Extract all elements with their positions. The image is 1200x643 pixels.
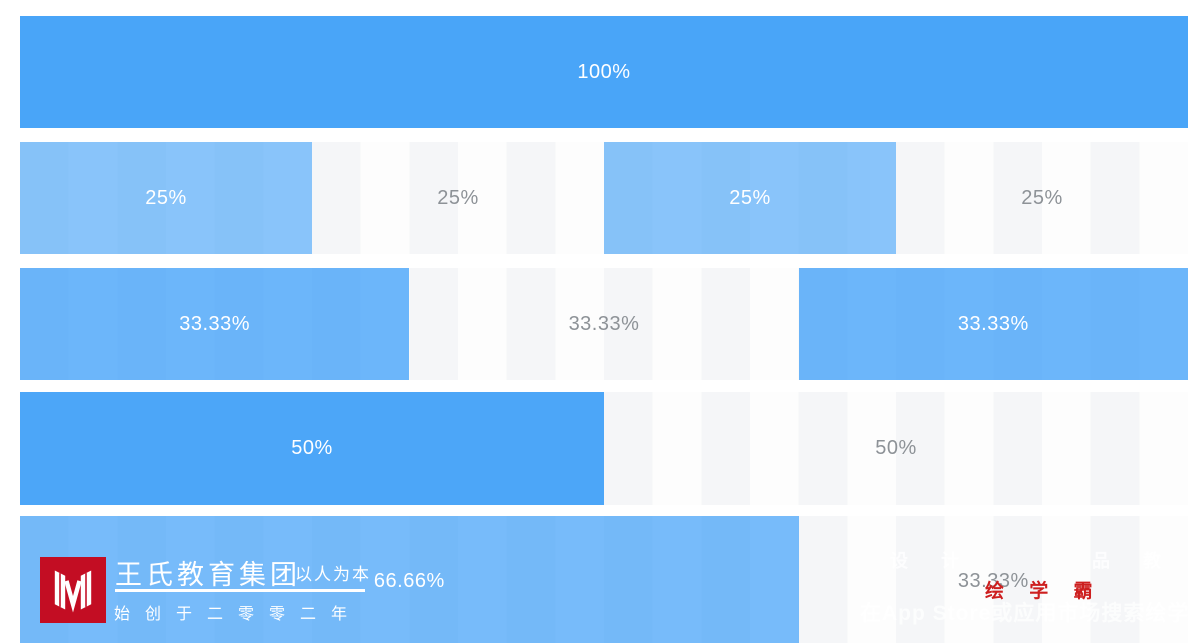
bar-width-label: 25%: [145, 186, 187, 209]
brand-slogan: 以人为本: [295, 565, 371, 584]
bar-width-label: 100%: [577, 60, 631, 83]
empty-width-label: 33.33%: [568, 312, 640, 335]
grid-row-100: 100%: [20, 16, 1188, 128]
percentage-bar-25-second: 25%: [604, 142, 896, 254]
brand-divider: [115, 589, 365, 592]
bar-width-label: 25%: [729, 186, 771, 209]
empty-segment-25: 25%: [896, 142, 1188, 254]
percentage-bar-100: 100%: [20, 16, 1188, 128]
percentage-bar-33-first: 33.33%: [20, 268, 410, 380]
empty-segment-25: 25%: [312, 142, 604, 254]
empty-segment-33: 33.33%: [409, 268, 798, 380]
watermark-fragment-left: 设 计: [890, 551, 974, 571]
empty-width-label: 25%: [437, 186, 479, 209]
watermark-fragment-right: 品 教: [1092, 551, 1176, 571]
grid-row-50: 50% 50%: [20, 392, 1188, 505]
empty-width-label: 25%: [1021, 186, 1063, 209]
watermark-app-name: 绘 学 霸: [985, 581, 1103, 602]
bar-width-label: 66.66%: [373, 569, 445, 592]
bar-width-label: 33.33%: [179, 312, 251, 335]
empty-width-label: 50%: [875, 437, 917, 459]
percentage-bar-50: 50%: [20, 392, 604, 505]
grid-row-33: 33.33% 33.33% 33.33%: [20, 268, 1188, 380]
brand-subtitle: 始创于二零零二年: [114, 606, 363, 623]
watermark-store-line: 在App Store或应用市场搜索绘学霸: [860, 602, 1200, 625]
brand-monogram-w-icon: [54, 570, 92, 613]
grid-row-25: 25% 25% 25% 25%: [20, 142, 1188, 254]
percentage-bar-25-first: 25%: [20, 142, 312, 254]
percentage-bar-66: 66.66%: [20, 516, 799, 643]
bar-width-label: 33.33%: [957, 312, 1029, 335]
grid-row-66: 66.66% 33.33%: [20, 516, 1188, 643]
bar-width-label: 50%: [291, 437, 333, 459]
percentage-bar-33-second: 33.33%: [798, 268, 1188, 380]
empty-segment-33: 33.33%: [799, 516, 1188, 643]
brand-logo-badge: [40, 557, 106, 623]
empty-segment-50: 50%: [604, 392, 1188, 505]
empty-width-label: 33.33%: [957, 569, 1029, 592]
brand-name: 王氏教育集团: [115, 560, 301, 590]
